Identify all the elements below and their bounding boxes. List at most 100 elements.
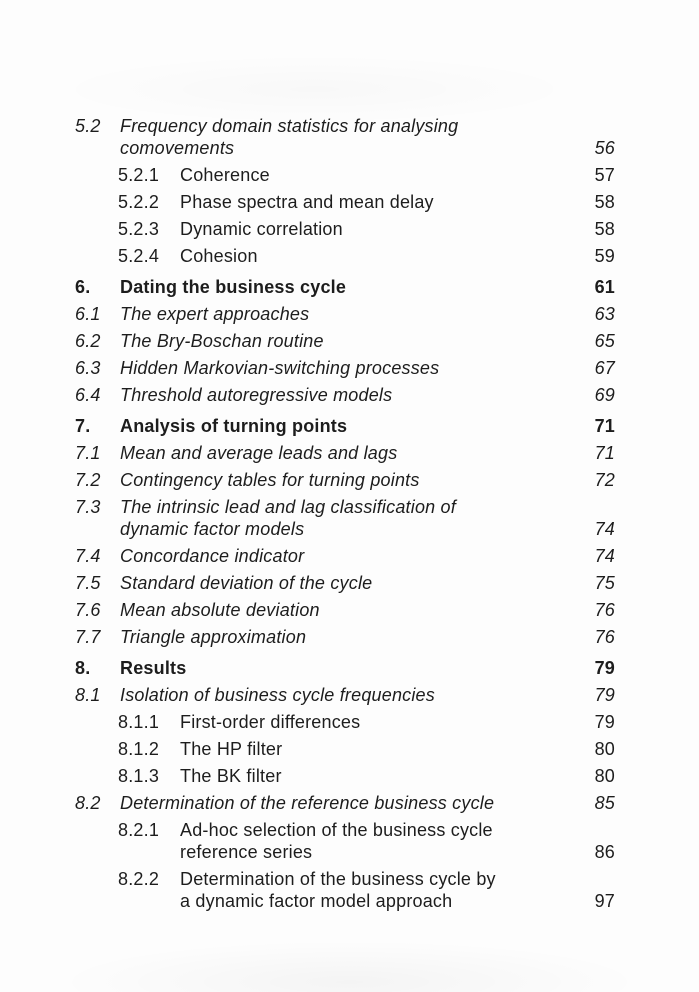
toc-entry: 5.2.2 Phase spectra and mean delay 58 <box>75 191 615 213</box>
toc-entry: 8.1.2 The HP filter 80 <box>75 738 615 760</box>
toc-entry-chapter: 8. Results 79 <box>75 657 615 679</box>
toc-entry-page: 85 <box>594 793 615 813</box>
toc-entry-page: 76 <box>594 600 615 620</box>
toc-entry-page: 63 <box>594 304 615 324</box>
toc-entry-title-line: dynamic factor models <box>120 519 305 539</box>
toc-entry-title-line: reference series <box>180 842 313 862</box>
toc-entry-page: 57 <box>594 165 615 185</box>
toc-entry: 7.5 Standard deviation of the cycle 75 <box>75 572 615 594</box>
toc-entry-page: 86 <box>594 842 615 862</box>
toc-entry-title: Standard deviation of the cycle <box>120 573 373 593</box>
toc-entry-page: 58 <box>594 192 615 212</box>
toc-entry: 7.4 Concordance indicator 74 <box>75 545 615 567</box>
toc-entry-chapter: 7. Analysis of turning points 71 <box>75 415 615 437</box>
toc-entry-page: 74 <box>594 546 615 566</box>
toc-entry: 8.1.3 The BK filter 80 <box>75 765 615 787</box>
toc-entry: 8.1.1 First-order differences 79 <box>75 711 615 733</box>
toc-entry-title-line: Determination of the business cycle by <box>180 869 496 889</box>
toc-entry-number: 6.2 <box>75 331 101 351</box>
toc-entry-title: The expert approaches <box>120 304 310 324</box>
toc-entry-page: 59 <box>594 246 615 266</box>
toc-entry-page: 65 <box>594 331 615 351</box>
toc-entry-page: 97 <box>594 891 615 911</box>
toc-entry-number: 7.3 <box>75 497 101 517</box>
toc-entry-number: 5.2.1 <box>118 165 160 185</box>
toc-entry-page: 79 <box>594 685 615 705</box>
toc-entry-page: 79 <box>594 658 615 678</box>
toc-entry-number: 8.2.2 <box>118 869 160 889</box>
toc-entry-page: 71 <box>594 443 615 463</box>
toc-entry-title: Phase spectra and mean delay <box>180 192 434 212</box>
toc-entry-title-line: Frequency domain statistics for analysin… <box>120 116 459 136</box>
toc-entry-title-line: Ad-hoc selection of the business cycle <box>180 820 493 840</box>
toc-entry-title-line: comovements <box>120 138 235 158</box>
toc-entry: 6.3 Hidden Markovian-switching processes… <box>75 357 615 379</box>
toc-entry-page: 74 <box>594 519 615 539</box>
toc-entry-page: 72 <box>594 470 615 490</box>
toc-entry-page: 79 <box>594 712 615 732</box>
toc-entry-number: 6.3 <box>75 358 101 378</box>
toc-entry: 8.2.1 Ad-hoc selection of the business c… <box>75 819 615 863</box>
toc-entry-title: Mean and average leads and lags <box>120 443 398 463</box>
toc-entry: 5.2 Frequency domain statistics for anal… <box>75 115 615 159</box>
toc-entry: 5.2.4 Cohesion 59 <box>75 245 615 267</box>
toc-entry-number: 5.2 <box>75 116 101 136</box>
toc-entry-page: 71 <box>594 416 615 436</box>
toc-entry-title: Hidden Markovian-switching processes <box>120 358 440 378</box>
toc-entry-number: 5.2.3 <box>118 219 160 239</box>
toc-entry-number: 7.4 <box>75 546 101 566</box>
toc-entry-title: Dating the business cycle <box>120 277 347 297</box>
toc-entry-title: The BK filter <box>180 766 282 786</box>
toc-entry-title: Mean absolute deviation <box>120 600 320 620</box>
toc-entry: 8.1 Isolation of business cycle frequenc… <box>75 684 615 706</box>
toc-entry-title: Determination of the business cycle by a… <box>180 868 583 912</box>
toc-entry: 6.4 Threshold autoregressive models 69 <box>75 384 615 406</box>
toc-entry-number: 6. <box>75 277 91 297</box>
toc-entry: 8.2 Determination of the reference busin… <box>75 792 615 814</box>
toc-entry: 8.2.2 Determination of the business cycl… <box>75 868 615 912</box>
toc-entry-title: Isolation of business cycle frequencies <box>120 685 435 705</box>
toc-entry-title: The Bry-Boschan routine <box>120 331 324 351</box>
toc-entry-title: The intrinsic lead and lag classificatio… <box>120 496 583 540</box>
toc-entry-number: 5.2.4 <box>118 246 160 266</box>
toc-entry-number: 7.1 <box>75 443 101 463</box>
toc-entry-title: Dynamic correlation <box>180 219 343 239</box>
toc-entry-chapter: 6. Dating the business cycle 61 <box>75 276 615 298</box>
toc-entry-page: 61 <box>594 277 615 297</box>
toc-entry: 7.6 Mean absolute deviation 76 <box>75 599 615 621</box>
toc-entry-number: 6.1 <box>75 304 101 324</box>
toc-entry: 7.2 Contingency tables for turning point… <box>75 469 615 491</box>
toc-entry-title: The HP filter <box>180 739 283 759</box>
toc-entry-page: 58 <box>594 219 615 239</box>
toc-entry-page: 69 <box>594 385 615 405</box>
toc-entry-number: 8.1.1 <box>118 712 160 732</box>
toc-entry-page: 80 <box>594 739 615 759</box>
toc-entry-number: 5.2.2 <box>118 192 160 212</box>
toc-entry-title: Results <box>120 658 187 678</box>
toc-entry-number: 7.5 <box>75 573 101 593</box>
toc-entry: 6.1 The expert approaches 63 <box>75 303 615 325</box>
toc-entry-title: Threshold autoregressive models <box>120 385 393 405</box>
toc-entry-number: 6.4 <box>75 385 101 405</box>
toc-entry-page: 76 <box>594 627 615 647</box>
toc-entry-page: 80 <box>594 766 615 786</box>
toc-entry-number: 8.2 <box>75 793 101 813</box>
toc-entry-page: 67 <box>594 358 615 378</box>
toc-entry-number: 7.6 <box>75 600 101 620</box>
toc-entry: 7.3 The intrinsic lead and lag classific… <box>75 496 615 540</box>
toc-entry-title: Analysis of turning points <box>120 416 348 436</box>
toc-entry: 7.1 Mean and average leads and lags 71 <box>75 442 615 464</box>
toc-entry: 5.2.3 Dynamic correlation 58 <box>75 218 615 240</box>
toc-entry-page: 75 <box>594 573 615 593</box>
toc-entry-number: 8.1 <box>75 685 101 705</box>
toc-entry-number: 7.2 <box>75 470 101 490</box>
toc-entry-number: 7.7 <box>75 627 101 647</box>
toc-entry: 6.2 The Bry-Boschan routine 65 <box>75 330 615 352</box>
toc-entry-title: Contingency tables for turning points <box>120 470 420 490</box>
toc-entry-title-line: The intrinsic lead and lag classificatio… <box>120 497 456 517</box>
toc-entry-number: 8. <box>75 658 91 678</box>
toc-entry-title-line: a dynamic factor model approach <box>180 891 453 911</box>
toc-entry-number: 7. <box>75 416 91 436</box>
toc-entry-page: 56 <box>594 138 615 158</box>
